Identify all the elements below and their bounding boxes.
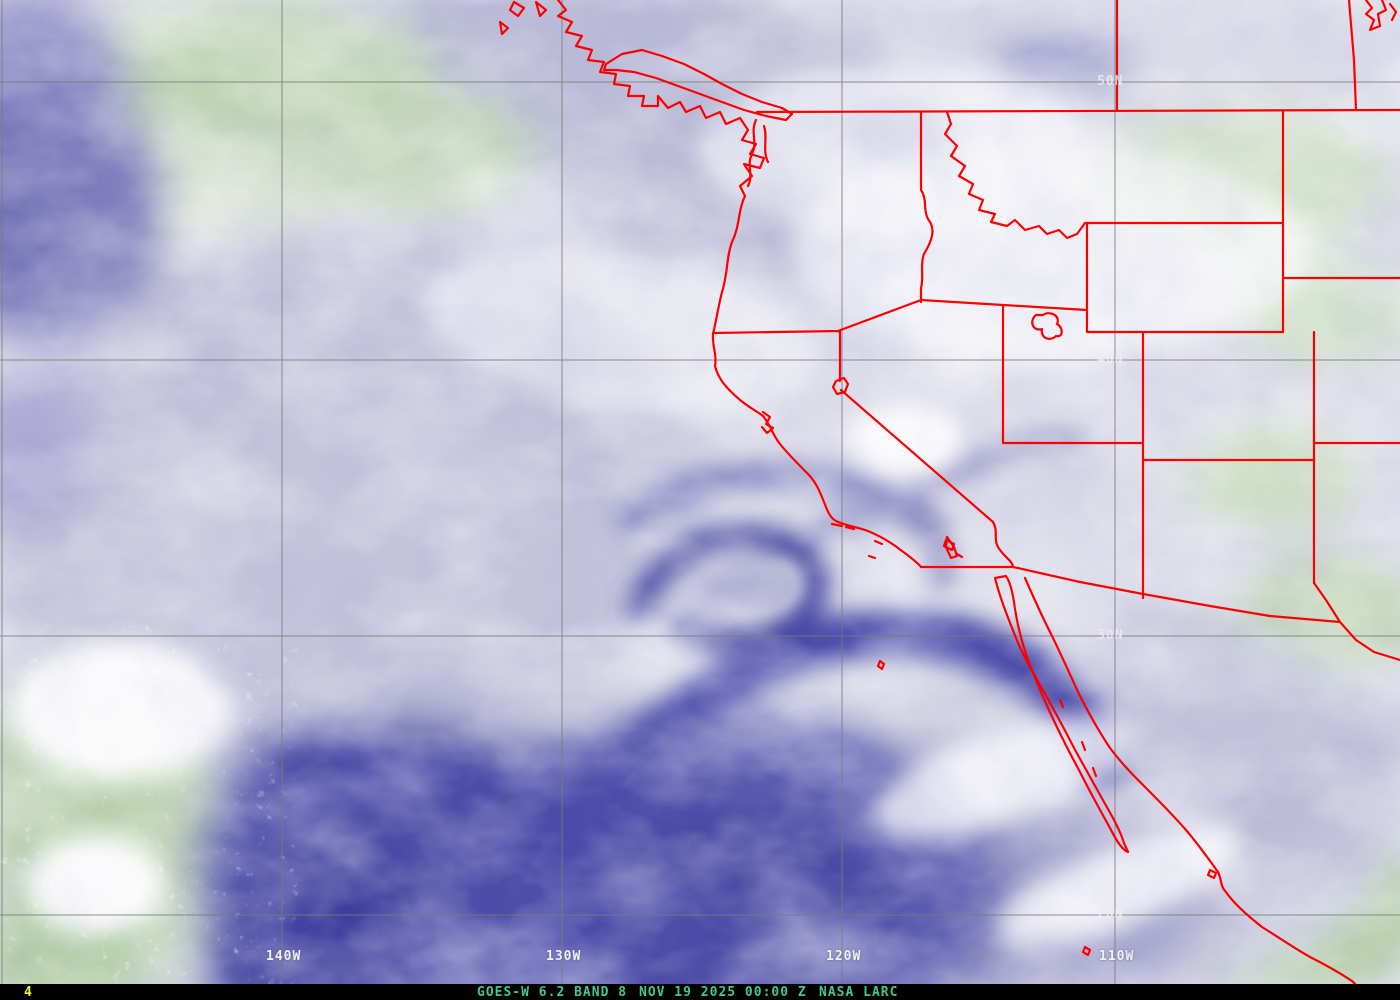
parallel-label-30n: 30N	[1097, 628, 1124, 643]
status-bar: 4 GOES-W 6.2 BAND 8 NOV 19 2025 00:00 Z …	[0, 984, 1400, 1000]
parallel-label-20n: 20N	[1097, 907, 1124, 922]
frame-number: 4	[24, 985, 33, 1000]
product-label: GOES-W 6.2 BAND 8	[477, 985, 628, 1000]
timestamp-label: NOV 19 2025 00:00 Z	[639, 985, 807, 1000]
state-borders-overlay	[498, 0, 1400, 1000]
meridian-label-140w: 140W	[266, 949, 302, 964]
parallel-label-50n: 50N	[1097, 74, 1124, 89]
meridian-label-130w: 130W	[546, 949, 582, 964]
meridian-label-110w: 110W	[1099, 949, 1135, 964]
credit-label: NASA LARC	[819, 985, 899, 1000]
meridian-label-120w: 120W	[826, 949, 862, 964]
parallel-label-40n: 40N	[1097, 352, 1124, 367]
